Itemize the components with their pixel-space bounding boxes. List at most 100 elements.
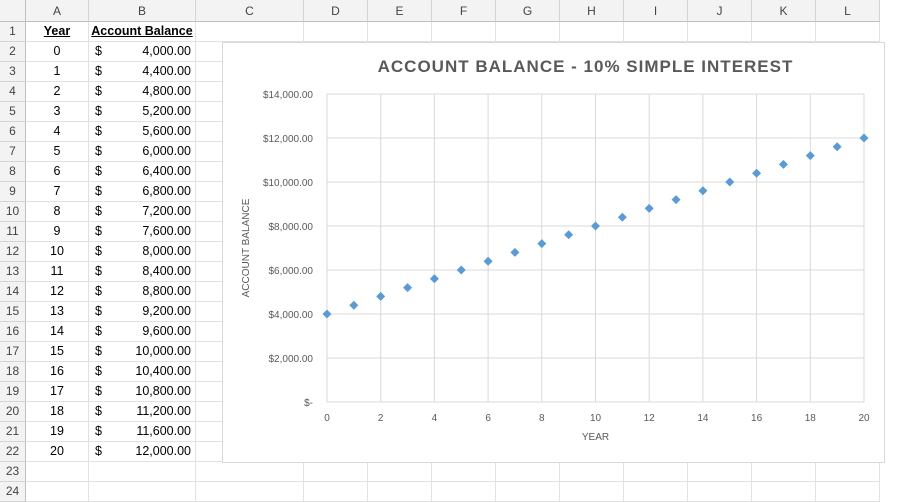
row-header-1[interactable]: 1 [0, 22, 26, 42]
row-header-18[interactable]: 18 [0, 362, 26, 382]
cell-a5[interactable]: 3 [26, 102, 89, 122]
cell-j23[interactable] [688, 462, 752, 482]
cell-a12[interactable]: 10 [26, 242, 89, 262]
cell-c1[interactable] [196, 22, 304, 42]
cell-j24[interactable] [688, 482, 752, 502]
cell-a15[interactable]: 13 [26, 302, 89, 322]
cell-h23[interactable] [560, 462, 624, 482]
row-header-19[interactable]: 19 [0, 382, 26, 402]
cell-b18[interactable]: $10,400.00 [89, 362, 196, 382]
cell-b19[interactable]: $10,800.00 [89, 382, 196, 402]
cell-c24[interactable] [196, 482, 304, 502]
row-header-4[interactable]: 4 [0, 82, 26, 102]
cell-b2[interactable]: $4,000.00 [89, 42, 196, 62]
column-header-j[interactable]: J [688, 0, 752, 22]
cell-b6[interactable]: $5,600.00 [89, 122, 196, 142]
cell-b5[interactable]: $5,200.00 [89, 102, 196, 122]
row-header-23[interactable]: 23 [0, 462, 26, 482]
cell-b1[interactable]: Account Balance [89, 22, 196, 42]
row-header-11[interactable]: 11 [0, 222, 26, 242]
cell-l24[interactable] [816, 482, 880, 502]
cell-b17[interactable]: $10,000.00 [89, 342, 196, 362]
cell-e1[interactable] [368, 22, 432, 42]
column-header-e[interactable]: E [368, 0, 432, 22]
cell-b16[interactable]: $9,600.00 [89, 322, 196, 342]
column-header-f[interactable]: F [432, 0, 496, 22]
cell-i24[interactable] [624, 482, 688, 502]
cell-i23[interactable] [624, 462, 688, 482]
cell-b15[interactable]: $9,200.00 [89, 302, 196, 322]
cell-b22[interactable]: $12,000.00 [89, 442, 196, 462]
row-header-13[interactable]: 13 [0, 262, 26, 282]
cell-b11[interactable]: $7,600.00 [89, 222, 196, 242]
cell-b4[interactable]: $4,800.00 [89, 82, 196, 102]
scatter-chart[interactable]: ACCOUNT BALANCE - 10% SIMPLE INTEREST $- $… [222, 42, 885, 463]
row-header-14[interactable]: 14 [0, 282, 26, 302]
select-all-corner[interactable] [0, 0, 26, 22]
cell-k1[interactable] [752, 22, 816, 42]
cell-g1[interactable] [496, 22, 560, 42]
row-header-2[interactable]: 2 [0, 42, 26, 62]
row-header-3[interactable]: 3 [0, 62, 26, 82]
cell-b7[interactable]: $6,000.00 [89, 142, 196, 162]
cell-a9[interactable]: 7 [26, 182, 89, 202]
cell-b14[interactable]: $8,800.00 [89, 282, 196, 302]
cell-a21[interactable]: 19 [26, 422, 89, 442]
cell-a2[interactable]: 0 [26, 42, 89, 62]
row-header-20[interactable]: 20 [0, 402, 26, 422]
column-header-h[interactable]: H [560, 0, 624, 22]
column-header-l[interactable]: L [816, 0, 880, 22]
cell-a7[interactable]: 5 [26, 142, 89, 162]
cell-b24[interactable] [89, 482, 196, 502]
cell-g23[interactable] [496, 462, 560, 482]
column-header-a[interactable]: A [26, 0, 89, 22]
row-header-8[interactable]: 8 [0, 162, 26, 182]
column-header-b[interactable]: B [89, 0, 196, 22]
column-header-d[interactable]: D [304, 0, 368, 22]
cell-h24[interactable] [560, 482, 624, 502]
cell-l23[interactable] [816, 462, 880, 482]
cell-a17[interactable]: 15 [26, 342, 89, 362]
row-header-22[interactable]: 22 [0, 442, 26, 462]
row-header-10[interactable]: 10 [0, 202, 26, 222]
cell-f24[interactable] [432, 482, 496, 502]
column-header-c[interactable]: C [196, 0, 304, 22]
cell-b20[interactable]: $11,200.00 [89, 402, 196, 422]
cell-b8[interactable]: $6,400.00 [89, 162, 196, 182]
cell-a22[interactable]: 20 [26, 442, 89, 462]
cell-a10[interactable]: 8 [26, 202, 89, 222]
cell-b3[interactable]: $4,400.00 [89, 62, 196, 82]
cell-j1[interactable] [688, 22, 752, 42]
cell-b21[interactable]: $11,600.00 [89, 422, 196, 442]
cell-a8[interactable]: 6 [26, 162, 89, 182]
cell-c23[interactable] [196, 462, 304, 482]
cell-b10[interactable]: $7,200.00 [89, 202, 196, 222]
cell-e24[interactable] [368, 482, 432, 502]
cell-d24[interactable] [304, 482, 368, 502]
cell-f1[interactable] [432, 22, 496, 42]
cell-a11[interactable]: 9 [26, 222, 89, 242]
row-header-12[interactable]: 12 [0, 242, 26, 262]
row-header-21[interactable]: 21 [0, 422, 26, 442]
cell-b9[interactable]: $6,800.00 [89, 182, 196, 202]
cell-a24[interactable] [26, 482, 89, 502]
cell-k24[interactable] [752, 482, 816, 502]
cell-a19[interactable]: 17 [26, 382, 89, 402]
cell-k23[interactable] [752, 462, 816, 482]
row-header-17[interactable]: 17 [0, 342, 26, 362]
cell-b13[interactable]: $8,400.00 [89, 262, 196, 282]
cell-b23[interactable] [89, 462, 196, 482]
cell-f23[interactable] [432, 462, 496, 482]
cell-a18[interactable]: 16 [26, 362, 89, 382]
row-header-6[interactable]: 6 [0, 122, 26, 142]
cell-i1[interactable] [624, 22, 688, 42]
cell-a23[interactable] [26, 462, 89, 482]
cell-g24[interactable] [496, 482, 560, 502]
cell-b12[interactable]: $8,000.00 [89, 242, 196, 262]
cell-a16[interactable]: 14 [26, 322, 89, 342]
row-header-24[interactable]: 24 [0, 482, 26, 502]
row-header-7[interactable]: 7 [0, 142, 26, 162]
cell-a20[interactable]: 18 [26, 402, 89, 422]
cell-a4[interactable]: 2 [26, 82, 89, 102]
row-header-15[interactable]: 15 [0, 302, 26, 322]
